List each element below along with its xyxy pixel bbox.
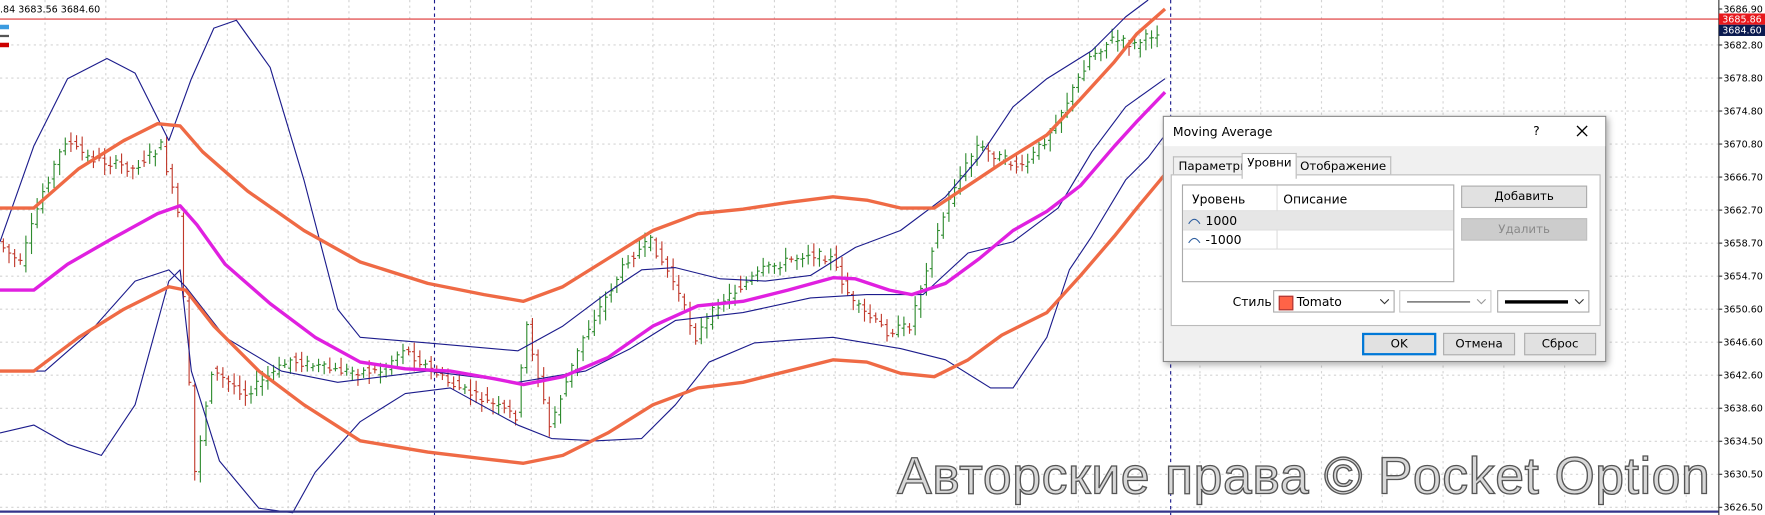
column-header: Уровень [1192,192,1246,207]
add-button[interactable]: Добавить [1461,185,1588,209]
bid-badge [1718,24,1765,36]
price-label: 3678.80 [1723,73,1763,84]
selected-row[interactable] [1183,211,1454,230]
ok-button[interactable]: OK [1362,332,1437,356]
tab[interactable]: Уровни [1241,152,1298,179]
dropdown-arrow [1574,299,1584,305]
line-width-select[interactable] [1497,290,1590,313]
price-label: 3646.60 [1723,338,1763,349]
level-icon [1188,237,1201,244]
ma-upper [0,7,1167,304]
legend-swatch [0,24,10,30]
price-label: 3642.60 [1723,371,1763,382]
grid [0,0,1719,512]
price-label: 3686.90 [1723,4,1763,15]
help-button[interactable]: ? [1533,123,1540,139]
reset-button[interactable]: Сброс [1524,332,1597,356]
price-label: 3662.70 [1723,205,1763,216]
title-bar [1163,116,1606,147]
table-header [1183,186,1454,212]
line-sample [1407,301,1471,303]
legend-swatch [0,42,10,48]
price-label: 3638.60 [1723,404,1763,415]
price-label: 3682.80 [1723,40,1763,51]
color-select[interactable]: Tomato [1273,290,1395,313]
price-label: 3670.80 [1723,139,1763,150]
line-style-select[interactable] [1399,290,1492,313]
level-icon [1188,218,1201,225]
price-label: 3666.70 [1723,172,1763,183]
price-label: 3654.70 [1723,272,1763,283]
indicator-dialog: Moving Average ? Параметры Уровни Отобра… [1162,115,1607,363]
price-label: 3630.50 [1723,470,1763,481]
indicators [0,0,1167,514]
color-name: Tomato [1296,294,1342,310]
levels-table: Уровень Описание 1000 -1000 [1181,184,1455,283]
price-label: 3674.80 [1723,106,1763,117]
bid-price: 3684.60 [1722,26,1762,37]
row-divider [1183,229,1454,231]
ohlc-info: .84 3683.56 3684.60 [0,4,100,15]
price-axis-labels: 3686.90 3682.80 3678.80 3674.80 3670.80 3666.… [1718,4,1763,514]
delete-button: Удалить [1461,218,1588,241]
ask-price: 3685.86 [1722,14,1762,25]
price-axis [1718,0,1765,515]
band-inner [0,78,1166,383]
ask-badge [1718,13,1765,25]
style-label: Стиль: [1232,294,1276,310]
price-label: 3626.50 [1723,503,1763,514]
band-lower [0,134,1166,514]
band-upper [0,0,1149,352]
cancel-button[interactable]: Отмена [1443,332,1516,356]
dialog-title: Moving Average [1172,124,1273,140]
row-divider [1183,248,1454,250]
color-swatch [1278,295,1294,311]
line-sample [1504,300,1569,304]
tab[interactable]: Параметры [1172,156,1255,178]
dropdown-arrow [1476,299,1486,305]
bars [1,25,1160,483]
tab[interactable]: Отображение [1294,156,1392,178]
price-label: 3650.60 [1723,305,1763,316]
ma-lower [0,173,1167,465]
tab-panel: Уровень Описание 1000 -1000 Добавить Уда… [1170,174,1601,327]
legend-swatch [0,34,10,38]
watermark: Авторские права © Pocket Option [896,446,1711,506]
ma-main [0,91,1167,387]
close-button[interactable] [1576,125,1588,137]
price-label: 3658.70 [1723,239,1763,250]
level-value[interactable]: 1000 [1205,213,1238,229]
column-header: Описание [1283,192,1348,207]
dropdown-arrow [1380,299,1390,305]
price-label: 3634.50 [1723,437,1763,448]
level-value[interactable]: -1000 [1205,232,1242,248]
